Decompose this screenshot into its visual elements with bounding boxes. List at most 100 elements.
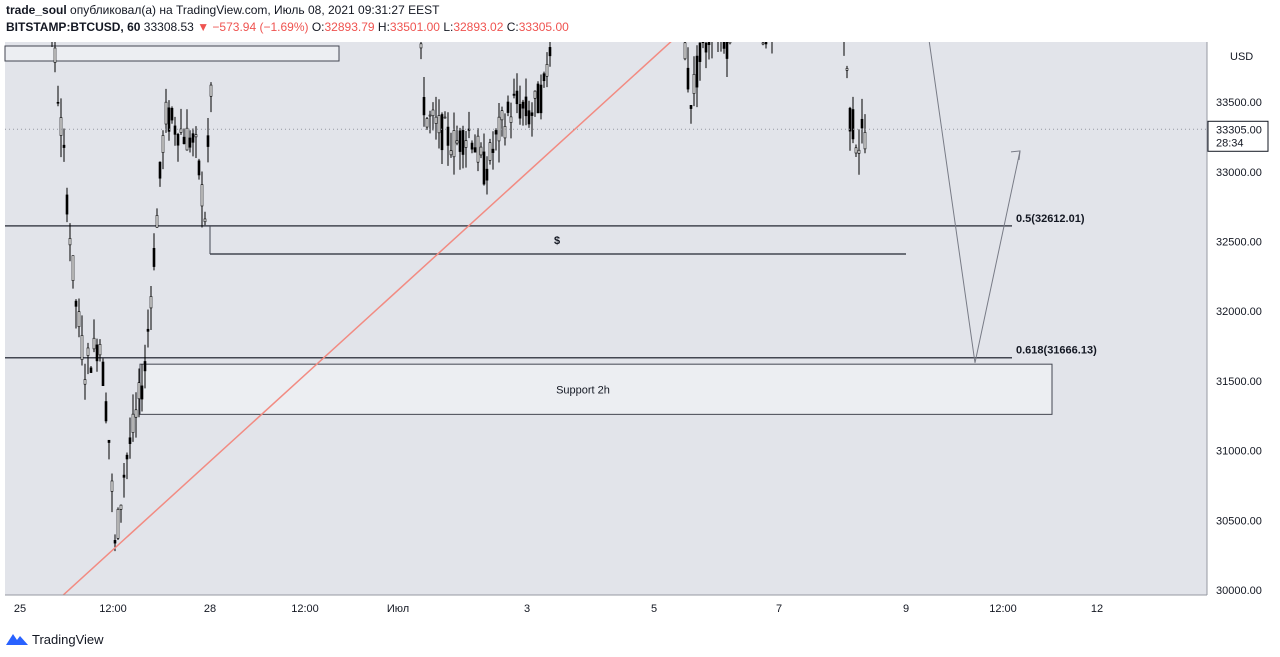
candle-body — [206, 135, 210, 147]
x-tick-label: 5 — [651, 603, 657, 615]
candle-body — [122, 474, 126, 478]
candle-body — [164, 101, 168, 125]
candle-body — [485, 168, 489, 181]
candle-body — [863, 132, 867, 150]
candle-body — [434, 116, 438, 124]
candle-body — [155, 215, 159, 228]
brand-name[interactable]: TradingView — [32, 632, 104, 647]
candle-body — [698, 42, 702, 62]
trend-line[interactable] — [57, 0, 1018, 601]
candle-body — [143, 361, 147, 372]
y-tick-label: 31000.00 — [1216, 446, 1262, 458]
candle-body — [848, 107, 852, 132]
x-tick-label: 12:00 — [989, 603, 1017, 615]
candle-body — [692, 74, 696, 94]
candle-body — [500, 110, 504, 121]
candle-body — [131, 413, 135, 433]
candle-body — [761, 42, 765, 45]
candle-body — [473, 147, 477, 153]
candle-body — [524, 96, 528, 117]
close-label: C: — [506, 20, 519, 34]
chart-area[interactable]: Resistance 1hResistance 4hSupport 2h 0(3… — [0, 0, 1280, 620]
candle-body — [170, 107, 174, 121]
projection-path-down[interactable] — [918, 0, 1021, 363]
tradingview-logo-icon[interactable] — [6, 632, 28, 646]
candle-body — [107, 439, 111, 443]
candle-body — [455, 140, 459, 144]
candle-body — [503, 126, 507, 139]
candle-body — [161, 135, 165, 153]
candle-body — [539, 84, 543, 114]
zone-label: Support 2h — [556, 384, 610, 396]
time-axis[interactable] — [5, 595, 1207, 620]
current-price-tag[interactable] — [1207, 120, 1269, 152]
y-tick-label: 32000.00 — [1216, 306, 1262, 318]
published-text: опубликовал(а) на TradingView.com, Июль … — [70, 3, 440, 17]
candle-body — [65, 194, 69, 215]
x-tick-label: 7 — [776, 603, 782, 615]
current-price-value: 33305.00 — [1216, 124, 1262, 136]
candle-body — [722, 34, 726, 49]
y-tick-label: 30500.00 — [1216, 515, 1262, 527]
candle-body — [146, 328, 150, 332]
candle-body — [56, 101, 60, 104]
candle-body — [701, 36, 705, 44]
candle-body — [494, 130, 498, 135]
candle-body — [53, 47, 57, 63]
candle-body — [515, 90, 519, 105]
y-tick-label: 31500.00 — [1216, 376, 1262, 388]
price-chart[interactable]: Resistance 1hResistance 4hSupport 2h 0(3… — [0, 0, 1280, 620]
candle-body — [506, 101, 510, 113]
candle-body — [71, 255, 75, 281]
arrow-head-icon — [1010, 150, 1021, 160]
candle-body — [152, 247, 156, 267]
chart-header: trade_soul опубликовал(а) на TradingView… — [0, 0, 1280, 42]
footer: TradingView — [0, 624, 1280, 657]
candle-body — [458, 130, 462, 152]
candle-body — [548, 47, 552, 57]
candle-body — [116, 508, 120, 539]
candle-body — [512, 93, 516, 96]
candle-body — [857, 149, 861, 154]
candle-body — [437, 115, 441, 134]
candle-body — [470, 142, 474, 150]
zone-box[interactable] — [139, 363, 1053, 415]
candle-body — [482, 151, 486, 185]
open-label: O: — [311, 20, 325, 34]
candle-body — [113, 540, 117, 544]
candle-body — [137, 382, 141, 400]
x-tick-label: Июл — [387, 603, 409, 615]
candle-body — [62, 144, 66, 148]
candle-body — [704, 42, 708, 53]
candle-body — [209, 84, 213, 97]
candle-body — [446, 126, 450, 146]
candle-body — [83, 379, 87, 385]
candle-body — [695, 55, 699, 88]
author-name[interactable]: trade_soul — [6, 3, 67, 17]
candle-body — [545, 64, 549, 77]
level-label: 0.618(31666.13) — [1016, 345, 1097, 357]
candle-body — [431, 109, 435, 117]
open-value: 32893.79 — [324, 20, 375, 34]
candle-body — [140, 385, 144, 400]
candle-body — [182, 136, 186, 145]
candle-body — [764, 16, 768, 45]
candle-body — [422, 96, 426, 116]
candle-body — [449, 150, 453, 156]
candle-body — [860, 118, 864, 129]
candle-body — [98, 344, 102, 356]
candle-body — [686, 67, 690, 90]
top-left-box[interactable] — [4, 45, 340, 62]
candle-body — [419, 43, 423, 49]
candle-body — [845, 68, 849, 71]
candle-body — [119, 504, 123, 510]
level-label: 0.5(32612.01) — [1016, 213, 1085, 225]
x-tick-label: 3 — [524, 603, 530, 615]
candle-body — [464, 140, 468, 148]
candle-body — [521, 101, 525, 109]
candle-body — [536, 83, 540, 114]
candle-body — [149, 296, 153, 309]
symbol-label[interactable]: BITSTAMP:BTCUSD, 60 — [6, 20, 141, 34]
candle-body — [86, 347, 90, 356]
candle-body — [707, 30, 711, 46]
